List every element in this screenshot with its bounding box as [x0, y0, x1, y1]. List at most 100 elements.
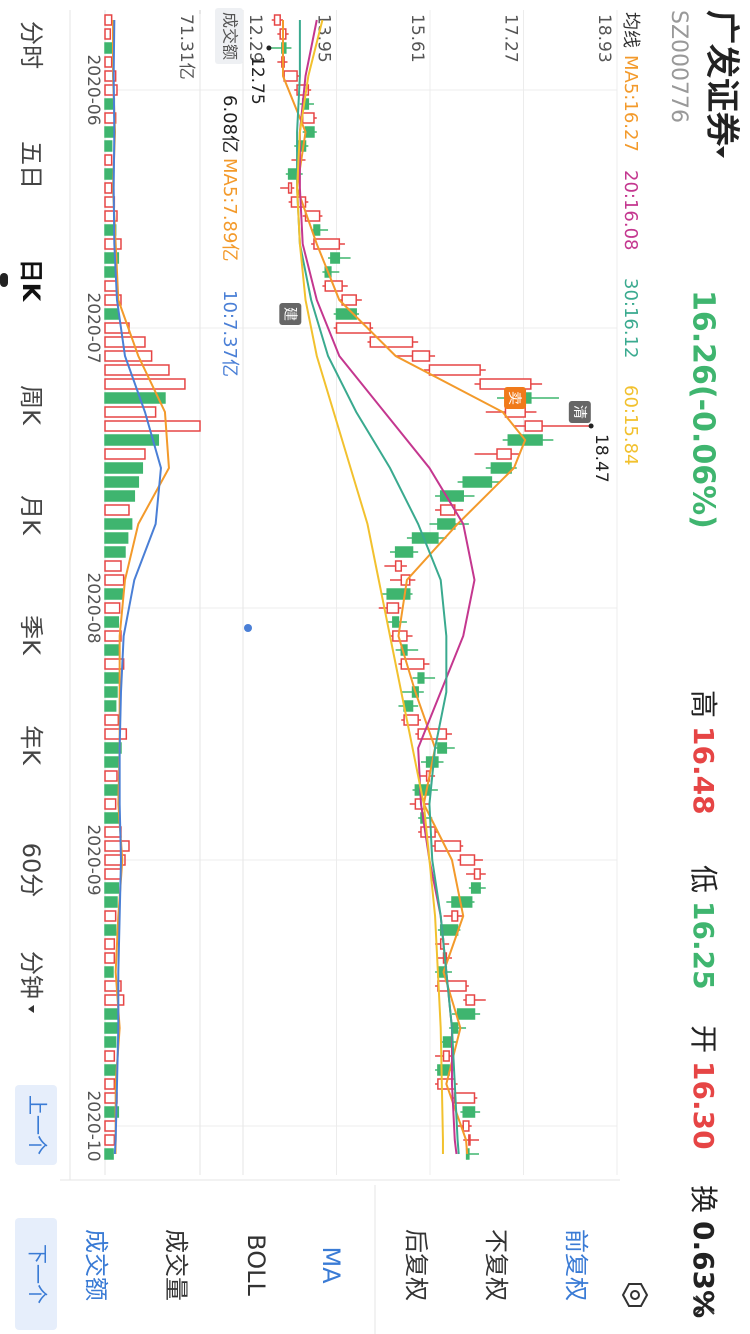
next-button[interactable] [15, 1218, 57, 1330]
volume-bar [104, 938, 116, 950]
settings-icon[interactable] [621, 1283, 649, 1307]
tab[interactable]: 年K [17, 725, 45, 766]
candle-body [283, 70, 298, 82]
volume-bar [104, 308, 120, 320]
candle-body [437, 518, 456, 530]
candle-body [304, 126, 315, 138]
volume-bar [104, 896, 118, 908]
stock-title: 广发证券 [702, 10, 742, 147]
candle-body [394, 560, 403, 572]
prev-label[interactable]: 上一个 [26, 1095, 50, 1155]
tab[interactable]: 五日 [17, 141, 45, 189]
volume-bar [104, 1008, 120, 1020]
volume-bar [104, 84, 118, 96]
volume-bar [104, 924, 117, 936]
volume-bar [104, 826, 122, 838]
tag-box [568, 401, 591, 423]
volume-bar [104, 742, 122, 754]
volume-bar [104, 1120, 117, 1132]
tab[interactable]: 季K [17, 615, 45, 656]
title-dropdown[interactable] [716, 146, 724, 158]
candle-body [287, 182, 293, 194]
volume-bar [104, 126, 114, 138]
volume-bar [104, 868, 122, 880]
vol-tick-label: 71.31亿 [176, 14, 196, 80]
candle-body [411, 350, 431, 362]
tag-box [504, 387, 527, 409]
stat-label: 换 [687, 1185, 720, 1213]
candle-body [394, 546, 414, 558]
annotation-dot [266, 45, 272, 51]
candle-body [313, 224, 321, 236]
candle-body [462, 1106, 476, 1118]
volume-bar [104, 490, 136, 502]
volume-bar [104, 770, 118, 782]
volume-bar [104, 588, 124, 600]
volume-bar [104, 14, 113, 26]
candle-body [420, 826, 436, 838]
stat-value: 0.63% [687, 1221, 720, 1318]
tab[interactable]: 分钟 [17, 951, 45, 999]
stat-label: 开 [687, 1025, 720, 1053]
volume-bar [104, 1134, 116, 1146]
volume-bar [104, 1050, 116, 1062]
volume-bar [104, 1036, 117, 1048]
candle-body [524, 420, 543, 432]
vol-title: 成交额 [221, 12, 240, 60]
volume-bar [104, 658, 125, 670]
x-tick-label: 2020-06 [83, 54, 103, 125]
y-tick-label: 12.29 [245, 14, 265, 63]
x-tick-label: 2020-07 [83, 292, 103, 363]
candle-body [417, 672, 425, 684]
vol-legend: MA5:7.89亿 [219, 158, 240, 261]
candle-body [437, 1064, 450, 1076]
candle-body [465, 994, 476, 1006]
tab[interactable]: 月K [17, 495, 45, 536]
ma-legend-title: 均线 [620, 12, 641, 48]
option[interactable]: 成交额 [82, 1229, 110, 1301]
option[interactable]: 前复权 [562, 1229, 590, 1301]
volume-bar [104, 882, 120, 894]
volume-bar [104, 952, 116, 964]
candle-body [369, 336, 414, 348]
x-tick-label: 2020-10 [83, 1090, 103, 1161]
vol-title-box [215, 8, 243, 64]
next-label[interactable]: 下一个 [26, 1244, 50, 1304]
volume-bar [104, 406, 157, 418]
tab[interactable]: 60分 [17, 843, 45, 898]
ma-line [112, 19, 162, 1155]
ma-line [296, 20, 460, 1155]
tab[interactable]: 日K [17, 259, 45, 303]
option[interactable]: 成交量 [162, 1229, 190, 1301]
candle-body [301, 112, 315, 124]
volume-bar [104, 546, 126, 558]
volume-bar [104, 518, 133, 530]
candle-body [386, 588, 411, 600]
candle-body [451, 910, 459, 922]
volume-bar [104, 238, 122, 250]
volume-bar [104, 1022, 118, 1034]
tab-dropdown[interactable] [28, 1005, 34, 1013]
tab[interactable]: 分时 [17, 21, 45, 69]
volume-bar [104, 448, 146, 460]
option[interactable]: 不复权 [482, 1229, 510, 1301]
tab-indicator [0, 273, 8, 287]
volume-bar [104, 560, 122, 572]
volume-bar [104, 420, 201, 432]
volume-bar [104, 154, 113, 166]
volume-bar [104, 616, 120, 628]
ma-line [281, 20, 527, 1155]
volume-bar [104, 644, 120, 656]
close-button[interactable] [695, 1295, 715, 1315]
candle-body [470, 882, 481, 894]
candle-body [454, 1092, 476, 1104]
option[interactable]: MA [317, 1246, 345, 1284]
tab[interactable]: 周K [17, 385, 45, 426]
volume-bar [104, 140, 113, 152]
option[interactable]: BOLL [242, 1234, 270, 1296]
option[interactable]: 后复权 [402, 1229, 430, 1301]
prev-button[interactable] [15, 1085, 57, 1165]
